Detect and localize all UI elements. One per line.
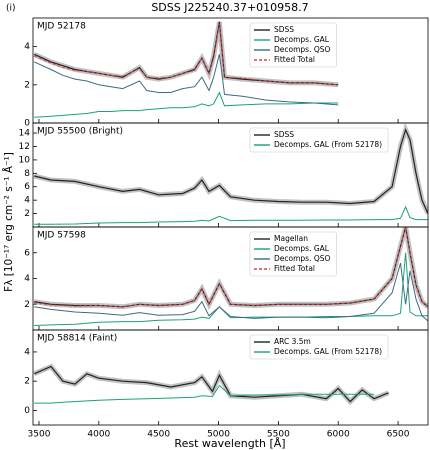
y-tick-label: 4 [24, 274, 30, 284]
plot-area [33, 227, 428, 326]
x-tick-label: 6000 [327, 430, 350, 440]
panel-annotation: MJD 57598 [37, 231, 86, 241]
axes-frame [32, 329, 429, 426]
legend-box [249, 22, 337, 68]
legend-label: Decomps. GAL (From 52178) [274, 140, 382, 149]
plot-area [33, 123, 428, 225]
series-line [34, 91, 339, 118]
legend-label: Decomps. QSO [274, 45, 331, 54]
y-tick-label: 14 [19, 129, 31, 139]
panel-annotation: MJD 58814 (Faint) [37, 334, 117, 344]
panel-annotation: MJD 52178 [37, 22, 86, 32]
y-tick-label: 2 [24, 377, 30, 387]
y-tick-label: 8 [24, 169, 30, 179]
series-line [34, 384, 375, 404]
x-tick-label: 5500 [267, 430, 290, 440]
series-line [34, 252, 428, 326]
figure-title: SDSS J225240.37+010958.7 [151, 1, 308, 14]
series-line [33, 365, 389, 403]
x-tick-label: 4500 [147, 430, 170, 440]
y-tick-label: 6 [24, 248, 30, 258]
plot-area [33, 363, 390, 406]
legend-box [249, 231, 337, 277]
legend-box [249, 127, 389, 153]
series-line [34, 205, 428, 225]
y-tick-label: 2 [24, 80, 30, 90]
y-tick-label: 0 [24, 119, 30, 129]
legend-label: Fitted Total [274, 264, 315, 273]
noise-band [33, 227, 428, 311]
legend-label: Decomps. GAL [274, 35, 330, 44]
y-tick-label: 12 [19, 142, 30, 152]
series-line [34, 227, 428, 308]
y-tick-label: 2 [24, 300, 30, 310]
x-tick-label: 5000 [207, 430, 230, 440]
legend-label: Decomps. GAL (From 52178) [274, 347, 382, 356]
legend-label: Decomps. QSO [274, 254, 331, 263]
legend-box [249, 334, 389, 360]
y-axis-label: Fλ [10⁻¹⁷ erg cm⁻² s⁻¹ Å⁻¹] [2, 152, 15, 292]
y-tick-label: 4 [24, 196, 30, 206]
axes-frame [32, 226, 429, 331]
y-tick-label: 2 [24, 209, 30, 219]
panel-label: (i) [6, 4, 16, 14]
legend-label: Magellan [274, 234, 308, 243]
y-tick-label: 4 [24, 42, 30, 52]
legend-label: SDSS [274, 25, 294, 34]
panel-annotation: MJD 55500 (Bright) [37, 127, 123, 137]
y-tick-label: 4 [24, 347, 30, 357]
plot-area [33, 21, 339, 118]
panel: 2 4 6 8 10 12 14 MJD 55500 (Bright) SDSSDecomps.… [19, 122, 429, 228]
series-line [34, 23, 339, 86]
y-tick-label: 10 [19, 155, 31, 165]
legend-label: Decomps. GAL [274, 244, 330, 253]
x-tick-label: 6500 [387, 430, 410, 440]
legend-label: Fitted Total [274, 55, 315, 64]
x-axis-label: Rest wavelength [Å] [174, 437, 285, 450]
series-line [34, 262, 428, 322]
x-tick-label: 4000 [87, 430, 110, 440]
legend-label: ARC 3.5m [274, 337, 311, 346]
x-tick-label: 3500 [28, 430, 51, 440]
y-tick-label: 0 [24, 406, 30, 416]
series-line [34, 127, 428, 214]
y-tick-label: 6 [24, 182, 30, 192]
panel: 0 2 4 3500 4000 4500 5000 5500 6000 6500 MJD 58814… [24, 329, 429, 440]
series-line [34, 227, 428, 308]
legend-label: SDSS [274, 130, 294, 139]
series-line [33, 54, 339, 106]
